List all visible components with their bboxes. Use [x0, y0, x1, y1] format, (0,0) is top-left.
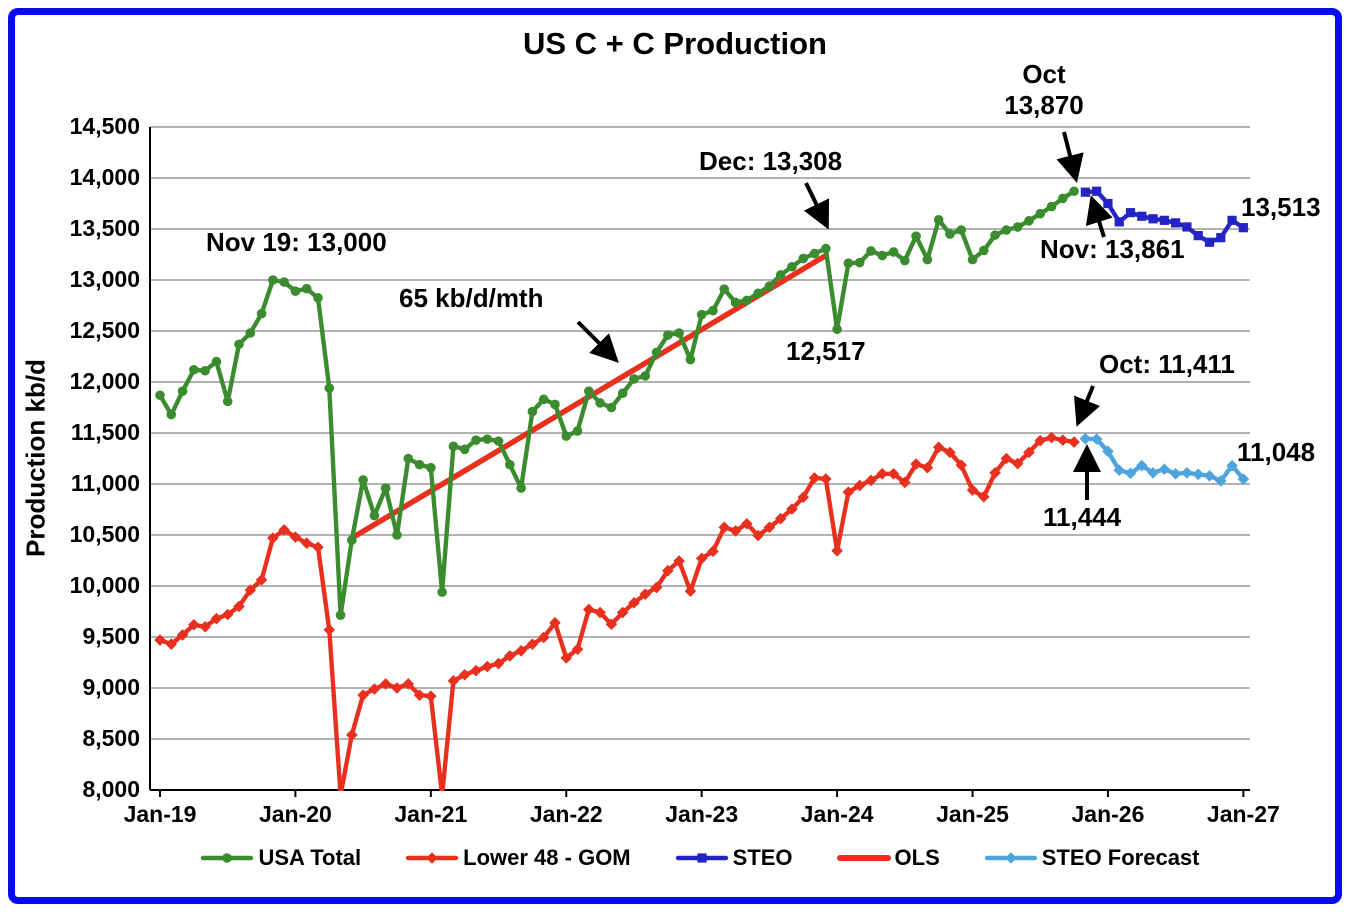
annotation-arrow-4 — [1074, 385, 1100, 427]
y-tick-label-10500: 10,500 — [69, 521, 140, 547]
legend-item-ols: OLS — [836, 845, 940, 871]
series-lower48_gom — [154, 431, 1080, 791]
legend-marker-lower48_gom-icon — [405, 852, 459, 864]
annotation-arrow-0 — [576, 320, 619, 363]
x-tick-label-Jan-23: Jan-23 — [665, 801, 739, 827]
annotation-nov25-l48: 11,444 — [1043, 502, 1122, 532]
x-tick-label-Jan-19: Jan-19 — [123, 801, 197, 827]
series-steo_forecast — [1079, 432, 1250, 487]
y-tick-label-14500: 14,500 — [69, 113, 140, 139]
y-tick-label-12500: 12,500 — [69, 317, 140, 343]
y-tick-label-12000: 12,000 — [69, 368, 140, 394]
x-tick-label-Jan-26: Jan-26 — [1071, 801, 1145, 827]
y-tick-label-11500: 11,500 — [70, 419, 140, 445]
x-tick-label-Jan-24: Jan-24 — [800, 801, 874, 827]
annotation-arrow-2 — [1056, 131, 1084, 183]
legend-item-steo: STEO — [675, 845, 793, 871]
legend-item-lower48_gom: Lower 48 - GOM — [405, 845, 631, 871]
annotation-steo-end: 13,513 — [1241, 192, 1321, 222]
series-usa_total — [155, 186, 1079, 620]
legend-item-usa_total: USA Total — [200, 845, 361, 871]
annotation-oct25-month: Oct — [1022, 59, 1066, 89]
series-layer — [154, 186, 1250, 791]
y-tick-label-9000: 9,000 — [82, 674, 140, 700]
annotation-nov25-steo: Nov: 13,861 — [1040, 234, 1185, 264]
annotation-arrow-3 — [1085, 195, 1113, 238]
y-tick-label-13500: 13,500 — [69, 215, 140, 241]
legend-item-steo_forecast: STEO Forecast — [984, 845, 1200, 871]
y-tick-label-8500: 8,500 — [82, 725, 140, 751]
x-tick-label-Jan-21: Jan-21 — [394, 801, 468, 827]
x-tick-label-Jan-27: Jan-27 — [1206, 801, 1280, 827]
legend-label: Lower 48 - GOM — [463, 845, 631, 870]
annotation-oct25-l48: Oct: 11,411 — [1099, 349, 1235, 379]
legend-marker-steo_forecast-icon — [984, 852, 1037, 864]
annotation-ols-slope: 65 kb/d/mth — [399, 283, 544, 313]
x-tick-label-Jan-25: Jan-25 — [936, 801, 1009, 827]
legend-label: USA Total — [258, 845, 362, 870]
legend-label: OLS — [894, 845, 940, 870]
legend-label: STEO Forecast — [1041, 845, 1200, 870]
annotation-nov19-peak: Nov 19: 13,000 — [206, 227, 387, 257]
legend-label: STEO — [732, 845, 793, 870]
y-tick-label-14000: 14,000 — [69, 164, 140, 190]
legend-marker-steo-icon — [675, 853, 728, 863]
legend-marker-usa_total-icon — [201, 853, 254, 863]
y-tick-label-8000: 8,000 — [82, 776, 140, 802]
annotation-jan24-dip: 12,517 — [786, 336, 866, 366]
x-tick-label-Jan-20: Jan-20 — [258, 801, 332, 827]
annotation-oct25-value: 13,870 — [1004, 90, 1084, 120]
y-tick-label-10000: 10,000 — [69, 572, 140, 598]
annotation-dec23-peak: Dec: 13,308 — [699, 146, 843, 176]
y-tick-label-9500: 9,500 — [82, 623, 140, 649]
legend-marker-ols-icon — [836, 855, 891, 861]
annotation-forecast-end: 11,048 — [1237, 437, 1316, 467]
y-tick-label-11000: 11,000 — [70, 470, 140, 496]
y-tick-label-13000: 13,000 — [69, 266, 140, 292]
chart-title: US C + C Production — [523, 26, 827, 61]
chart-legend: USA Total Lower 48 - GOM STEO OLS STEO Forec… — [150, 845, 1250, 871]
x-tick-label-Jan-22: Jan-22 — [529, 801, 603, 827]
annotation-arrow-1 — [803, 182, 830, 230]
